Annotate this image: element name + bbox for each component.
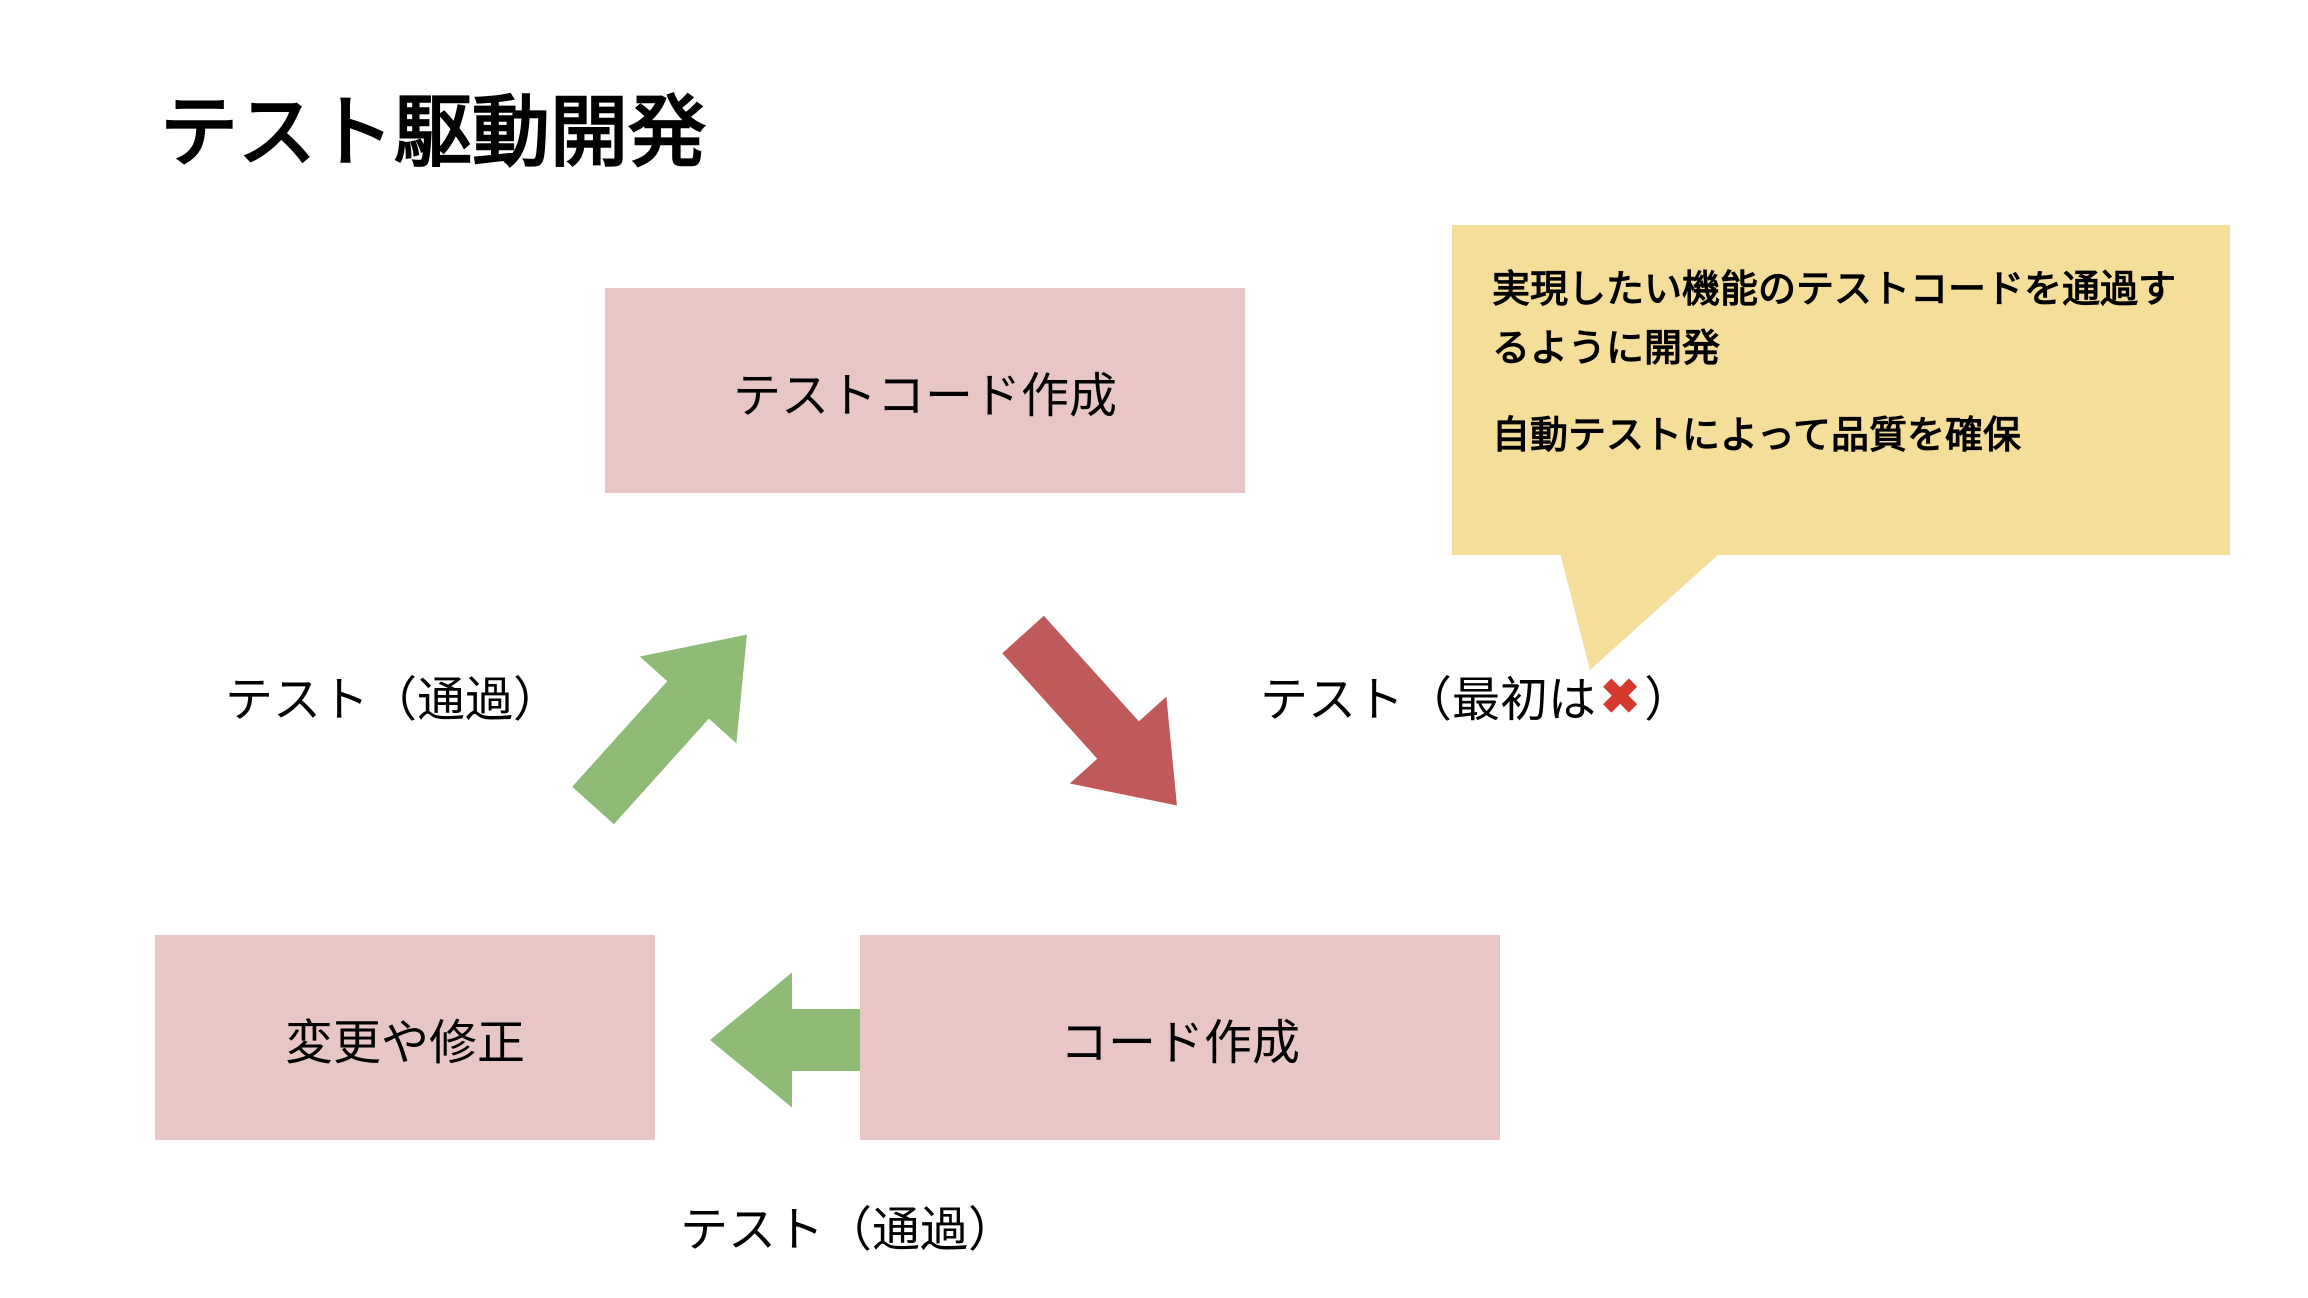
callout-line-1: 実現したい機能のテストコードを通過するように開発 <box>1492 261 2190 379</box>
node-modify-label: 変更や修正 <box>285 1003 525 1073</box>
node-test-code: テストコード作成 <box>605 288 1245 493</box>
callout-tail <box>1520 553 1760 710</box>
arrow-modify-to-testcode <box>540 580 800 860</box>
node-test-code-label: テストコード作成 <box>733 356 1117 426</box>
node-modify: 変更や修正 <box>155 935 655 1140</box>
arrow-testcode-to-code <box>970 580 1230 860</box>
edge-label-pass-left: テスト（通過） <box>225 660 561 730</box>
node-code: コード作成 <box>860 935 1500 1140</box>
node-code-label: コード作成 <box>1060 1003 1300 1073</box>
slide-title: テスト駆動開発 <box>160 70 706 182</box>
arrow-code-to-modify <box>680 965 890 1115</box>
callout-line-2: 自動テストによって品質を確保 <box>1492 407 2190 466</box>
edge-label-pass-bottom: テスト（通過） <box>680 1190 1016 1260</box>
callout-box: 実現したい機能のテストコードを通過するように開発 自動テストによって品質を確保 <box>1452 225 2230 555</box>
